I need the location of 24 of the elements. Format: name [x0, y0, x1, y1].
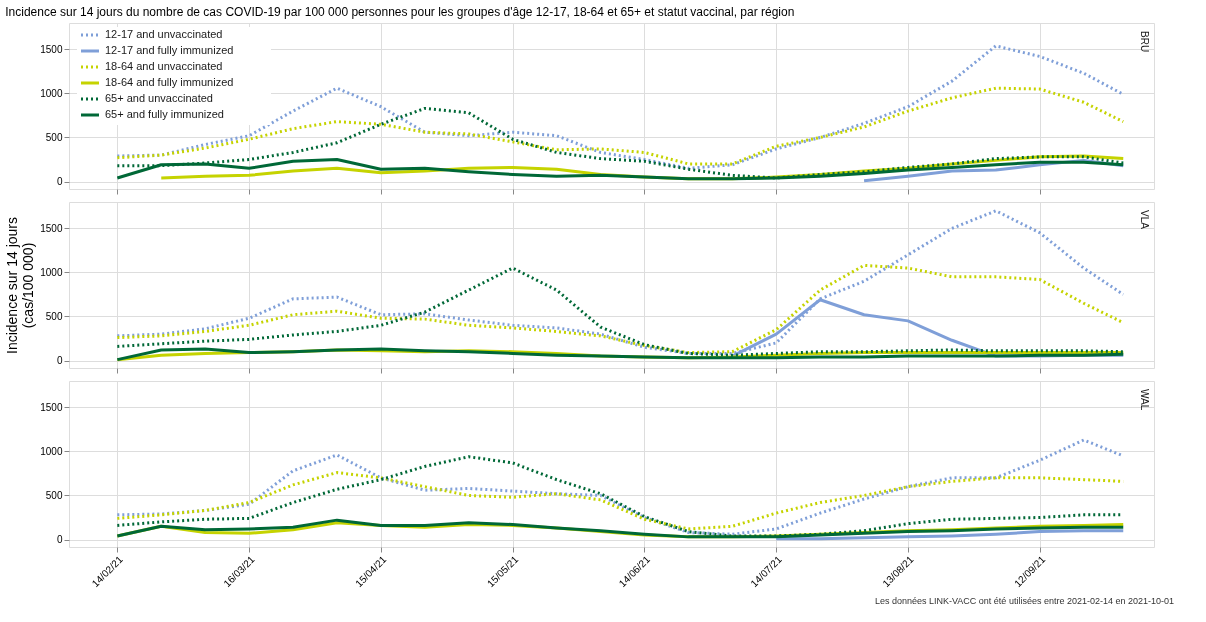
- legend-label: 12-17 and unvaccinated: [105, 28, 223, 40]
- y-tick-label: 1500: [40, 401, 63, 413]
- y-tick-label: 500: [45, 131, 63, 143]
- y-tick-label: 1000: [40, 266, 63, 278]
- legend-label: 65+ and fully immunized: [105, 108, 224, 120]
- y-tick-label: 0: [56, 176, 63, 188]
- text: BRU: [1139, 31, 1150, 53]
- text: VLA: [1139, 210, 1150, 230]
- legend-label: 12-17 and fully immunized: [105, 44, 234, 56]
- y-axis-title: Incidence sur 14 jours (cas/100 000): [4, 217, 37, 354]
- y-tick-label: 1500: [40, 43, 63, 55]
- legend-label: 18-64 and unvaccinated: [105, 60, 223, 72]
- y-tick-label: 500: [45, 310, 63, 322]
- text: Les données LINK-VACC ont été utilisées entre 2021-02-14 en 2021-10-01: [874, 596, 1174, 606]
- chart-title: Incidence sur 14 jours du nombre de cas COVID-19 par 100 000 personnes pour les groupes d'âge 12-17, 18-64 et 65+ et statut vaccinal, par région: [5, 4, 795, 19]
- y-tick-label: 500: [45, 489, 63, 501]
- y-tick-label: 1000: [40, 87, 63, 99]
- legend-label: 18-64 and fully immunized: [105, 76, 234, 88]
- legend-label: 65+ and unvaccinated: [105, 92, 213, 104]
- y-tick-label: 1500: [40, 222, 63, 234]
- y-tick-label: 1000: [40, 445, 63, 457]
- y-tick-label: 0: [56, 534, 63, 546]
- text: WAL: [1139, 389, 1150, 411]
- y-tick-label: 0: [56, 355, 63, 367]
